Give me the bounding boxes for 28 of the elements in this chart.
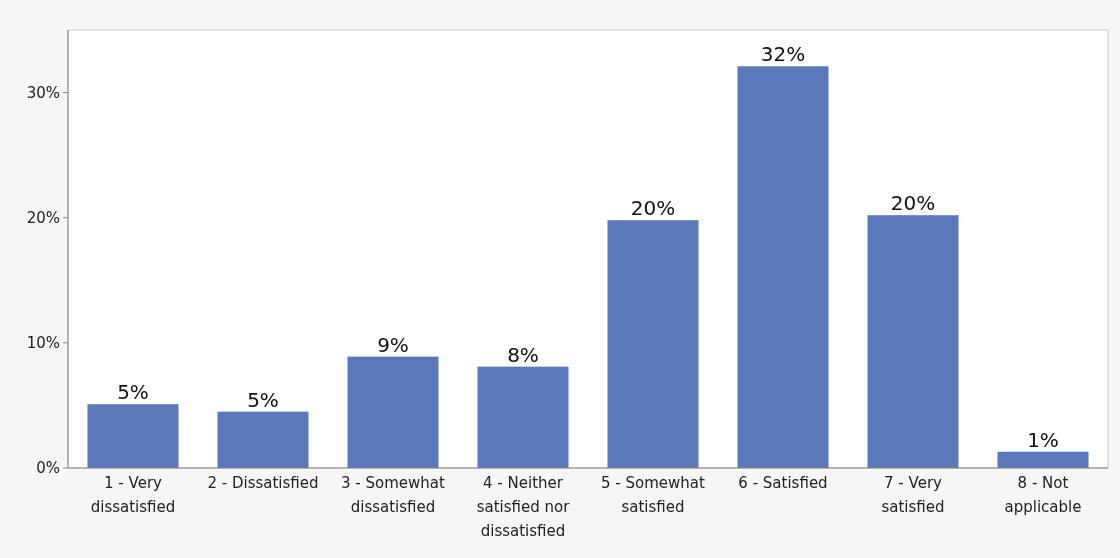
data-label: 32% (760, 42, 806, 67)
y-tick-label: 0% (36, 459, 60, 478)
data-label: 1% (1027, 427, 1059, 452)
bar (87, 404, 179, 468)
x-tick-label: 5 - Somewhat satisfied (601, 474, 706, 516)
data-label: 20% (890, 191, 936, 216)
data-label: 8% (507, 342, 539, 367)
y-tick-label: 20% (26, 208, 60, 227)
data-label: 5% (247, 387, 279, 412)
bar (607, 220, 699, 468)
bar (347, 356, 439, 468)
y-tick-label: 30% (26, 83, 60, 102)
y-tick-label: 10% (26, 334, 60, 353)
bar (217, 411, 309, 468)
bar (997, 451, 1089, 468)
x-tick-label: 4 - Neither satisfied nor dissatisfied (476, 474, 571, 540)
bar (867, 215, 959, 468)
x-tick-label: 2 - Dissatisfied (207, 474, 319, 492)
x-tick-label: 1 - Very dissatisfied (90, 474, 176, 516)
x-tick-label: 7 - Very satisfied (881, 474, 945, 516)
x-tick-label: 8 - Not applicable (1004, 474, 1082, 516)
data-label: 9% (377, 332, 409, 357)
data-label: 5% (117, 380, 149, 405)
data-label: 20% (630, 196, 676, 221)
bar (477, 366, 569, 468)
x-tick-label: 6 - Satisfied (738, 474, 828, 492)
x-tick-label: 3 - Somewhat dissatisfied (341, 474, 446, 516)
bar (737, 66, 829, 468)
